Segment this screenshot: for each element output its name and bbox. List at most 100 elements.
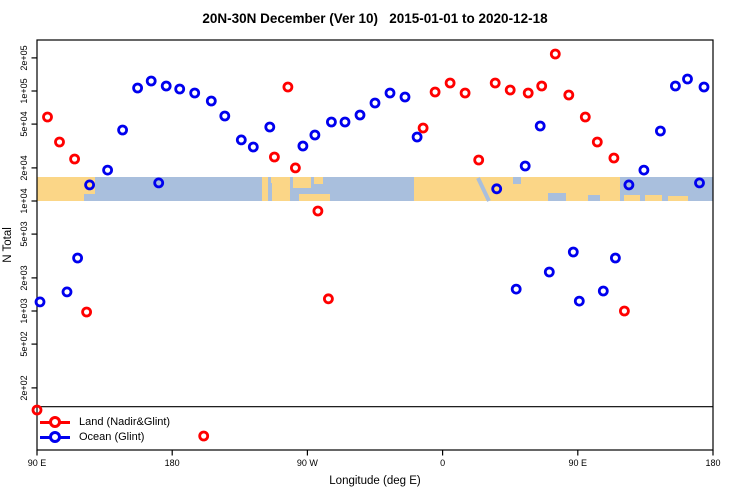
data-point-land [563, 89, 575, 101]
map-ocean-cutout [268, 183, 272, 201]
map-ocean-cutout [513, 177, 521, 184]
data-point-land [54, 136, 65, 148]
land-series-symbol [40, 416, 70, 428]
ocean-series-ring-icon [49, 431, 61, 443]
data-point-land [289, 162, 301, 174]
y-tick-label: 1e+05 [19, 78, 29, 104]
data-point-ocean [638, 164, 650, 176]
data-point-ocean [61, 286, 73, 298]
data-point-ocean [174, 83, 186, 95]
data-point-ocean [623, 179, 635, 191]
data-point-ocean [411, 131, 423, 143]
data-point-land [417, 122, 429, 134]
map-land-segment [293, 177, 311, 188]
data-point-ocean [534, 120, 546, 132]
data-point-ocean [510, 283, 522, 295]
data-point-ocean [247, 141, 259, 153]
x-tick-label: 90 W [296, 458, 318, 468]
data-point-ocean [160, 80, 172, 92]
data-point-ocean [698, 81, 710, 93]
legend-label-ocean: Ocean (Glint) [79, 431, 145, 443]
map-land-segment [645, 195, 662, 201]
data-point-land [322, 293, 334, 305]
y-tick-label: 2e+05 [19, 45, 29, 71]
data-point-ocean [519, 160, 531, 172]
data-point-land [81, 306, 92, 318]
map-ocean-cutout [476, 177, 491, 202]
data-point-land [312, 205, 324, 217]
ocean-series-symbol [40, 431, 70, 443]
data-point-ocean [189, 87, 201, 99]
data-point-land [619, 305, 630, 317]
y-tick-label: 2e+02 [19, 375, 29, 401]
map-land-segment [668, 196, 688, 201]
data-point-land [42, 111, 53, 123]
data-point-ocean [610, 252, 621, 264]
x-tick-label: 0 [440, 458, 446, 468]
data-point-ocean [384, 87, 396, 99]
data-point-ocean [597, 285, 609, 297]
data-point-ocean [491, 183, 503, 195]
data-point-land [549, 48, 561, 60]
data-point-land [579, 111, 591, 123]
data-point-land [608, 152, 620, 164]
map-land-segment [262, 177, 268, 201]
data-point-ocean [72, 252, 83, 264]
x-axis-title: Longitude (deg E) [329, 475, 421, 487]
data-point-ocean [145, 75, 157, 87]
data-point-land [429, 86, 441, 98]
legend-label-land: Land (Nadir&Glint) [79, 416, 171, 428]
map-land-segment [314, 177, 323, 184]
y-tick-label: 5e+04 [19, 111, 29, 137]
data-point-ocean [567, 246, 579, 258]
data-point-land [198, 430, 210, 442]
data-point-land [268, 151, 280, 163]
y-tick-label: 5e+03 [19, 221, 29, 247]
data-point-land [444, 77, 456, 89]
data-point-land [489, 77, 501, 89]
data-point-ocean [153, 177, 165, 189]
chart-title: 20N-30N December (Ver 10) 2015-01-01 to … [202, 11, 548, 26]
data-point-ocean [132, 82, 144, 94]
map-land-segment [624, 195, 640, 201]
land-series-ring-icon [49, 416, 61, 428]
data-point-ocean [682, 73, 693, 85]
map-land-segment [299, 194, 330, 201]
y-tick-label: 2e+03 [19, 265, 29, 291]
data-point-ocean [219, 110, 231, 122]
legend-item-ocean: Ocean (Glint) [40, 430, 144, 444]
data-point-land [504, 84, 516, 96]
data-point-land [282, 81, 294, 93]
x-tick-label: 90 E [568, 458, 588, 468]
map-land-segment [271, 177, 290, 201]
map-ocean-cutout [588, 195, 600, 201]
data-point-ocean [399, 91, 411, 103]
legend-item-land: Land (Nadir&Glint) [40, 415, 170, 429]
map-ocean-cutout [548, 193, 566, 201]
data-point-land [522, 87, 534, 99]
data-point-land [473, 154, 485, 166]
data-point-land [31, 404, 43, 416]
map-ocean-cutout [84, 194, 95, 201]
world-map-band [37, 177, 713, 202]
y-tick-label: 1e+04 [19, 188, 29, 214]
y-tick-label: 1e+03 [19, 298, 29, 324]
data-point-ocean [235, 134, 247, 146]
plot-frame [36, 39, 714, 451]
y-axis-title: N Total [2, 227, 14, 263]
data-point-ocean [325, 116, 337, 128]
data-point-land [536, 80, 548, 92]
data-point-land [69, 153, 80, 165]
data-point-ocean [84, 179, 95, 191]
data-point-ocean [670, 80, 681, 92]
data-point-ocean [205, 95, 217, 107]
y-tick-label: 2e+04 [19, 155, 29, 181]
data-point-ocean [543, 266, 555, 278]
data-point-ocean [117, 124, 128, 136]
data-point-ocean [369, 97, 381, 109]
data-point-ocean [694, 177, 705, 189]
x-tick-label: 180 [705, 458, 721, 468]
data-point-ocean [339, 116, 351, 128]
